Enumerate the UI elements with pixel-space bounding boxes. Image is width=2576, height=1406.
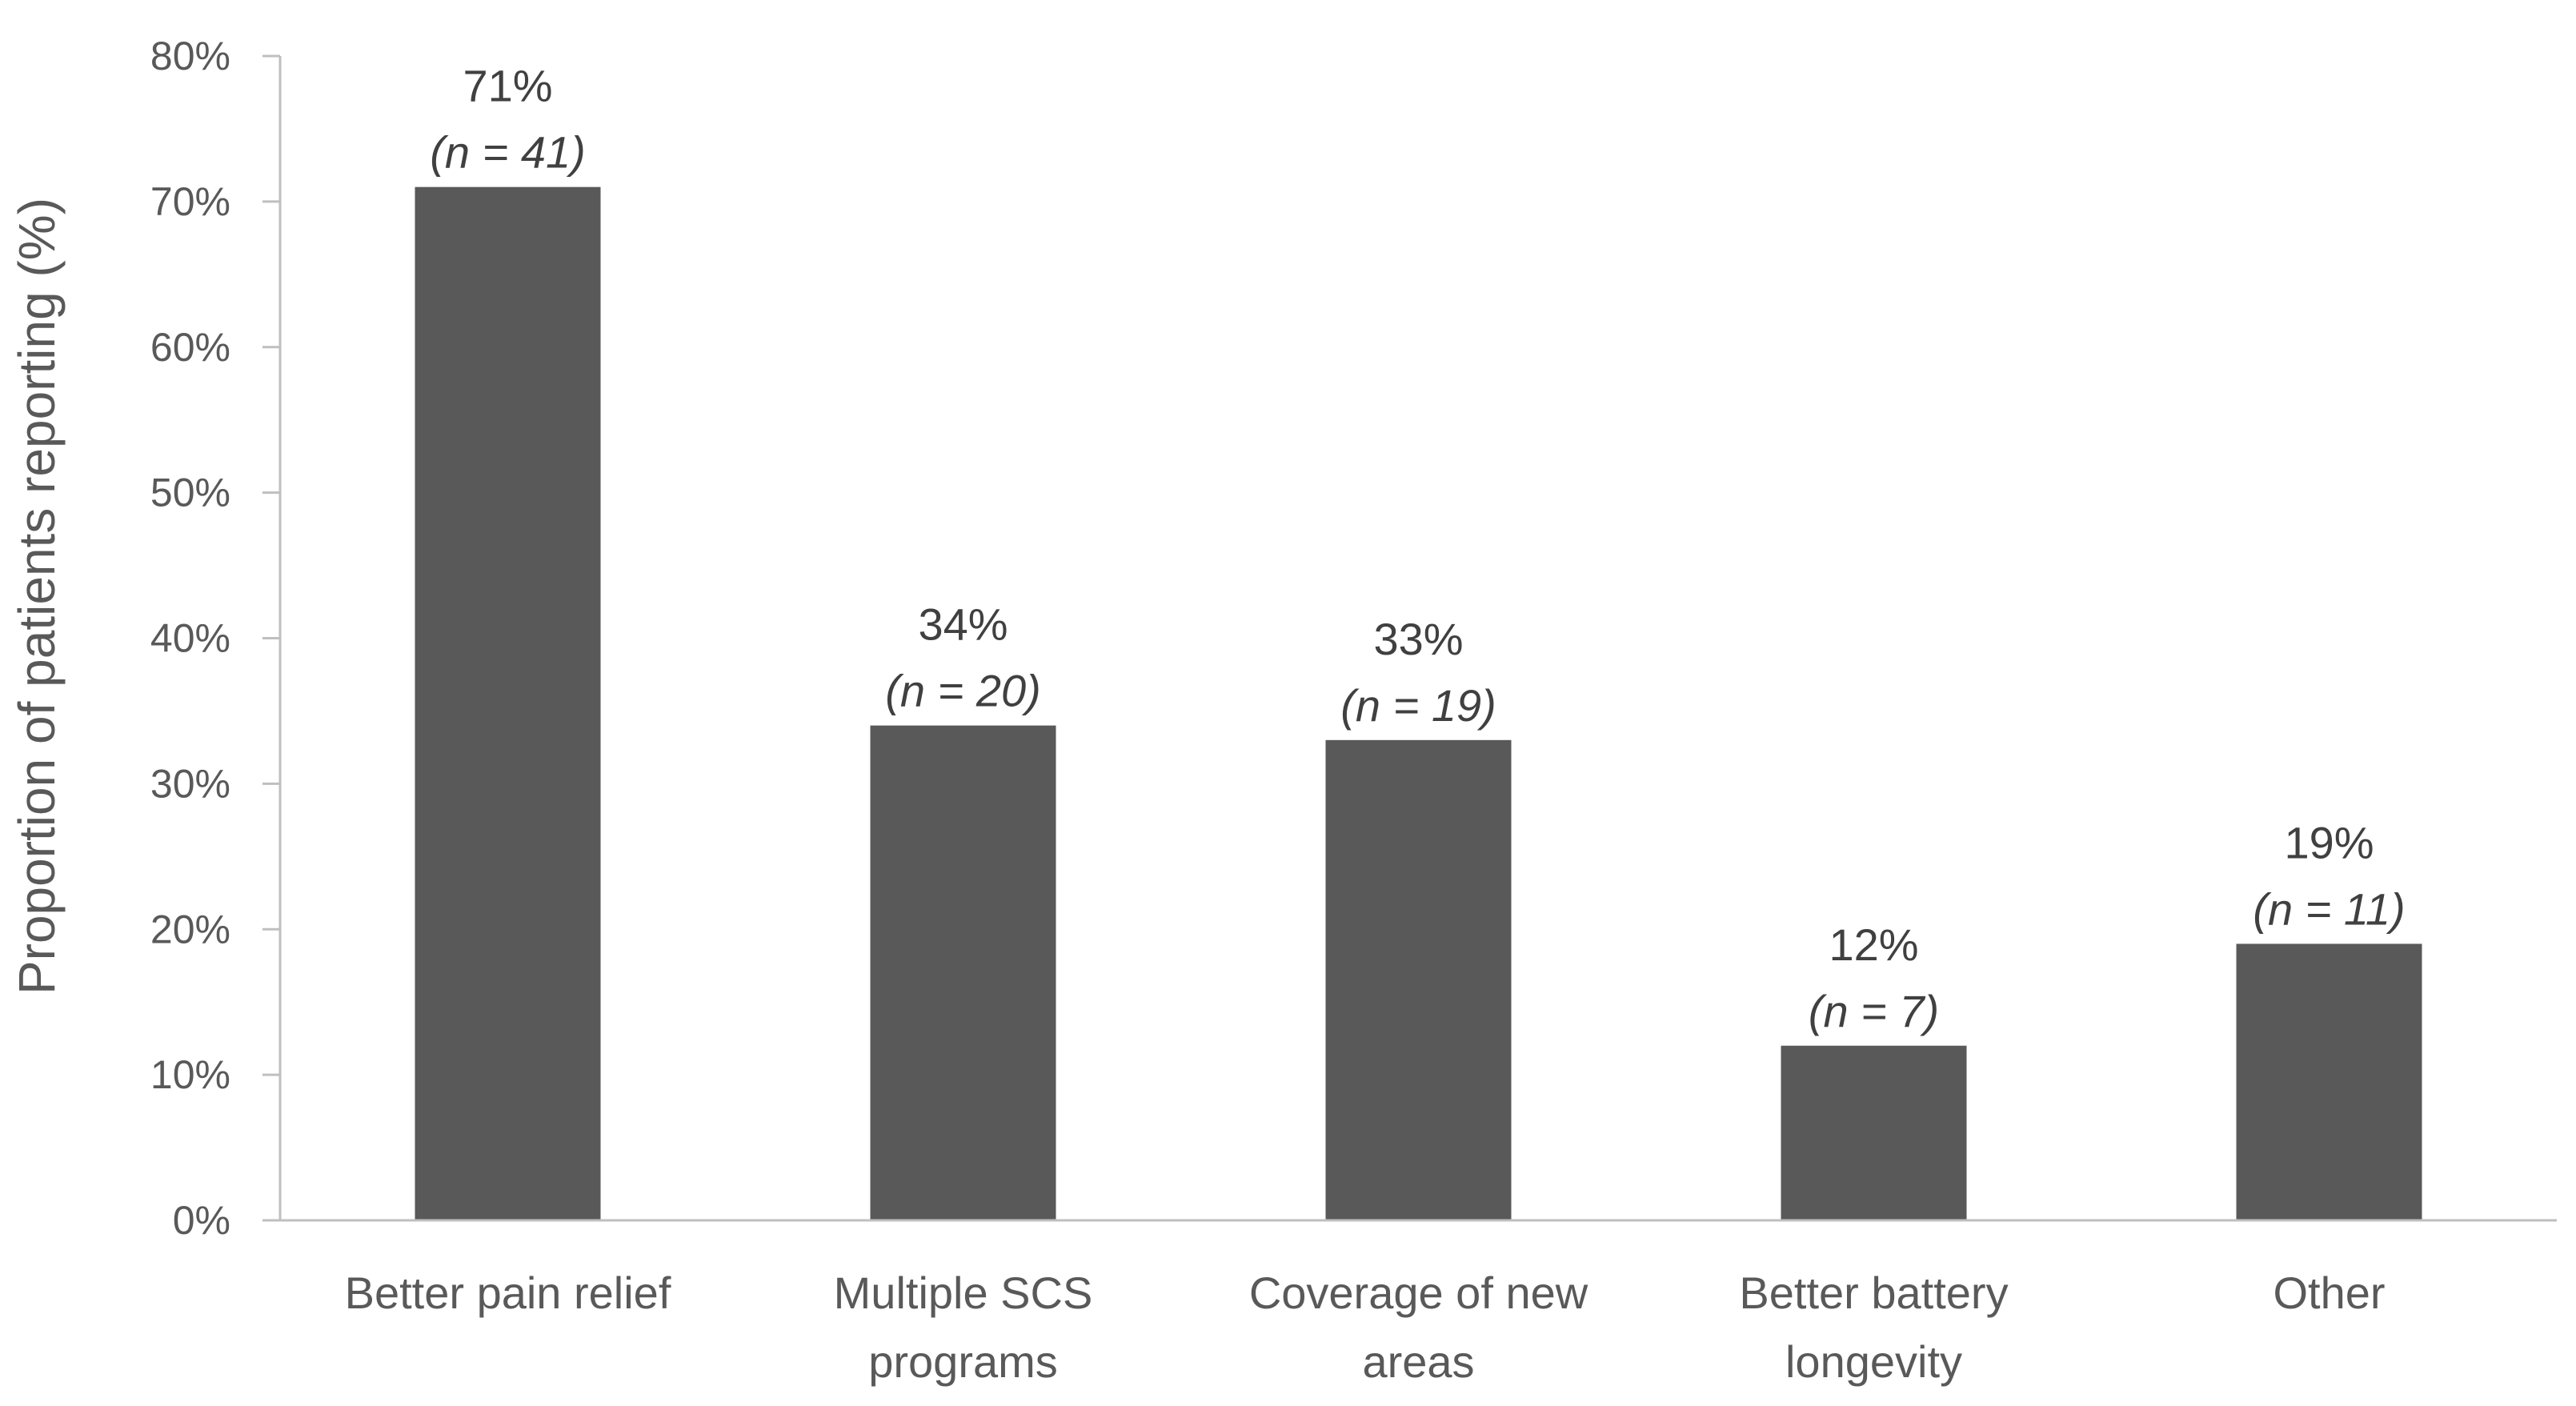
- y-tick-label: 10%: [150, 1052, 230, 1097]
- data-labels: 71% (n = 41) 34% (n = 20) 33% (n = 19) 12% (n =…: [430, 61, 2405, 1036]
- x-tick-label: areas: [1362, 1336, 1474, 1387]
- bar: [1781, 1045, 1967, 1220]
- y-tick-label: 50%: [150, 471, 230, 515]
- y-tick-label: 20%: [150, 907, 230, 951]
- bar-value-label: 71%: [463, 61, 552, 111]
- x-tick-label: Other: [2273, 1268, 2385, 1318]
- x-tick-label: Better battery: [1739, 1268, 2008, 1318]
- bars: [415, 186, 2422, 1220]
- y-tick-label: 70%: [150, 179, 230, 224]
- bar: [1325, 739, 1512, 1220]
- x-tick-label: Multiple SCS: [834, 1268, 1093, 1318]
- x-tick-label: programs: [868, 1336, 1058, 1387]
- y-tick-label: 60%: [150, 325, 230, 370]
- y-axis-title: Proportion of patients reporting (%): [8, 198, 66, 995]
- x-tick-label: longevity: [1785, 1336, 1962, 1387]
- x-axis: Better pain relief Multiple SCS programs Co…: [280, 1219, 2557, 1387]
- y-tick-label: 0%: [173, 1198, 230, 1243]
- bar-count-label: (n = 20): [885, 666, 1041, 716]
- x-tick-label: Better pain relief: [345, 1268, 671, 1318]
- bar-value-label: 12%: [1829, 919, 1918, 970]
- y-tick-label: 30%: [150, 761, 230, 806]
- bar-count-label: (n = 7): [1809, 986, 1939, 1036]
- bar-count-label: (n = 11): [2253, 883, 2405, 934]
- x-tick-label: Coverage of new: [1249, 1268, 1588, 1318]
- y-tick-label: 80%: [150, 34, 230, 78]
- y-tick-label: 40%: [150, 616, 230, 661]
- bar: [870, 725, 1056, 1220]
- bar-count-label: (n = 19): [1340, 680, 1496, 731]
- bar-value-label: 19%: [2284, 817, 2374, 867]
- bar-value-label: 34%: [918, 599, 1008, 650]
- bar: [415, 186, 601, 1220]
- bar: [2236, 943, 2422, 1220]
- bar-count-label: (n = 41): [430, 127, 586, 178]
- y-axis: 0% 10% 20% 30% 40% 50% 60% 70% 80%: [150, 34, 282, 1243]
- bar-value-label: 33%: [1373, 614, 1463, 664]
